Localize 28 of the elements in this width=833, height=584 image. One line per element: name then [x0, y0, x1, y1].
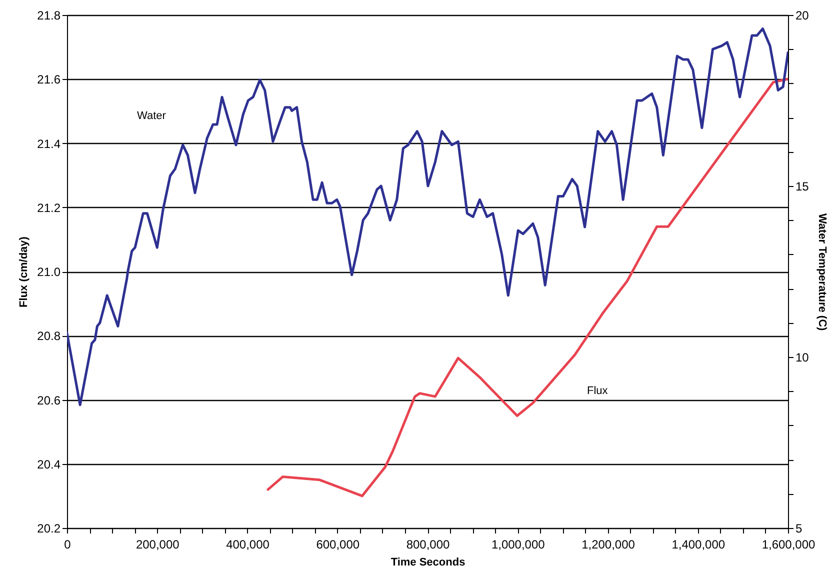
y-tick-label: 20.6: [37, 393, 61, 408]
x-tick-label: 800,000: [406, 538, 450, 552]
y2-tick-label: 15: [796, 180, 810, 194]
y-tick-label: 20.2: [37, 522, 61, 536]
y2-tick-label: 5: [796, 522, 802, 536]
x-tick-label: 1,200,000: [582, 538, 636, 552]
y2-axis-title: Water Temperature (C): [816, 213, 828, 332]
y2-tick-label: 20: [796, 8, 810, 22]
y-tick-label: 20.8: [37, 329, 61, 344]
line-series: [266, 78, 788, 498]
text: Flux: [587, 385, 608, 397]
x-tick-label: 1,600,000: [762, 538, 816, 552]
x-tick-label: 1,400,000: [672, 538, 726, 552]
x-axis-title: Time Seconds: [390, 556, 466, 568]
y-tick-label: 20.4: [37, 457, 61, 472]
y-tick-label: 21.0: [37, 265, 61, 279]
x-tick-label: 600,000: [316, 538, 360, 552]
x-tick-label: 200,000: [136, 538, 180, 552]
x-tick-label: 1,000,000: [491, 538, 546, 552]
x-tick-label: 0: [64, 538, 72, 552]
y-tick-label: 21.6: [37, 72, 61, 87]
text: Water: [137, 110, 166, 122]
y2-tick-label: 10: [796, 350, 810, 364]
y-tick-label: 21.2: [37, 200, 61, 215]
y-axis-title: Flux (cm/day): [18, 236, 30, 308]
y-tick-label: 21.4: [37, 136, 61, 151]
x-tick-label: 400,000: [226, 538, 270, 552]
y-tick-label: 21.8: [37, 8, 61, 22]
